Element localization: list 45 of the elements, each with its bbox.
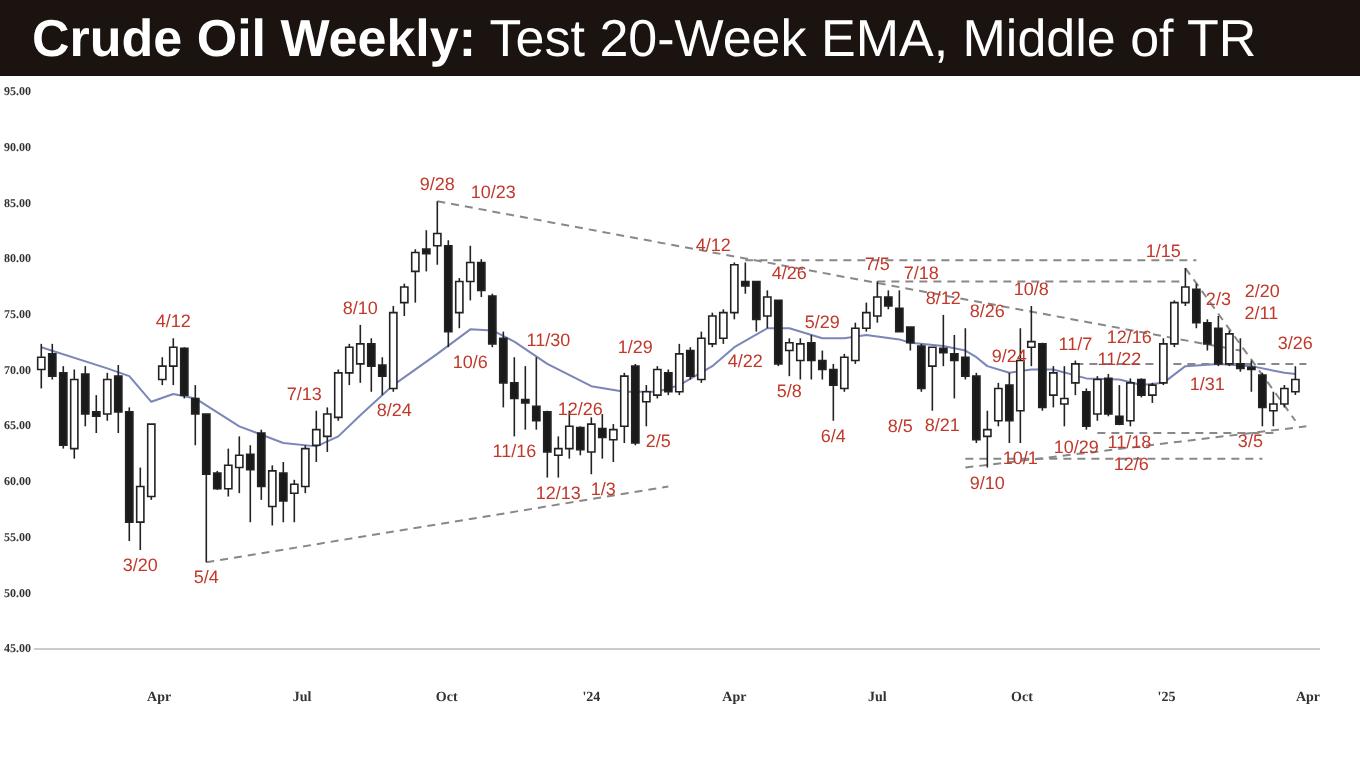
annotation: 8/12: [925, 287, 961, 308]
annotation: 1/29: [617, 336, 653, 357]
annotation: 8/24: [376, 400, 412, 421]
annotation: 11/7: [1058, 333, 1093, 354]
annotation: 9/10: [969, 472, 1005, 493]
annotation: 8/5: [887, 415, 913, 436]
annotation: 5/8: [776, 381, 802, 402]
annotation: 5/4: [193, 567, 219, 588]
annotation: 2/5: [645, 431, 671, 452]
annotation: 3/5: [1237, 431, 1263, 452]
annotation: 5/29: [804, 311, 840, 332]
annotation: 8/26: [969, 301, 1005, 322]
annotation: 4/12: [695, 235, 731, 256]
annotation: 12/16: [1106, 327, 1152, 348]
annotation: 1/15: [1145, 241, 1181, 262]
annotation: 11/16: [492, 441, 537, 462]
annotation: 7/5: [864, 254, 890, 275]
annotation: 12/26: [557, 399, 603, 420]
annotation: 3/26: [1277, 333, 1313, 354]
annotation: 12/6: [1113, 454, 1149, 475]
annotation: 10/8: [1013, 278, 1049, 299]
annotation: 7/13: [286, 383, 322, 404]
chart-title: Crude Oil Weekly: Test 20-Week EMA, Middle of TR: [0, 0, 1360, 76]
annotation: 7/18: [903, 263, 939, 284]
annotation: 11/22: [1097, 349, 1142, 370]
annotation: 6/4: [820, 425, 846, 446]
annotation: 4/12: [155, 311, 191, 332]
annotation: 11/30: [526, 330, 571, 351]
annotation: 2/3: [1205, 288, 1231, 309]
annotation: 4/26: [771, 263, 807, 284]
annotation: 1/31: [1189, 373, 1225, 394]
annotation: 8/21: [924, 415, 960, 436]
annotation: 2/20: [1244, 281, 1280, 302]
annotation: 10/1: [1002, 448, 1038, 468]
annotation: 12/13: [535, 482, 581, 503]
annotation: 10/6: [452, 352, 488, 373]
annotation: 10/29: [1053, 437, 1099, 458]
annotation: 2/11: [1244, 303, 1279, 324]
annotation: 1/3: [590, 479, 616, 500]
annotation: 3/20: [122, 554, 158, 575]
annotation: 11/18: [1107, 431, 1152, 452]
annotation: 9/28: [419, 174, 455, 195]
annotation: 4/22: [727, 351, 763, 372]
annotation: 8/10: [342, 297, 378, 318]
annotation: 10/23: [470, 181, 516, 202]
